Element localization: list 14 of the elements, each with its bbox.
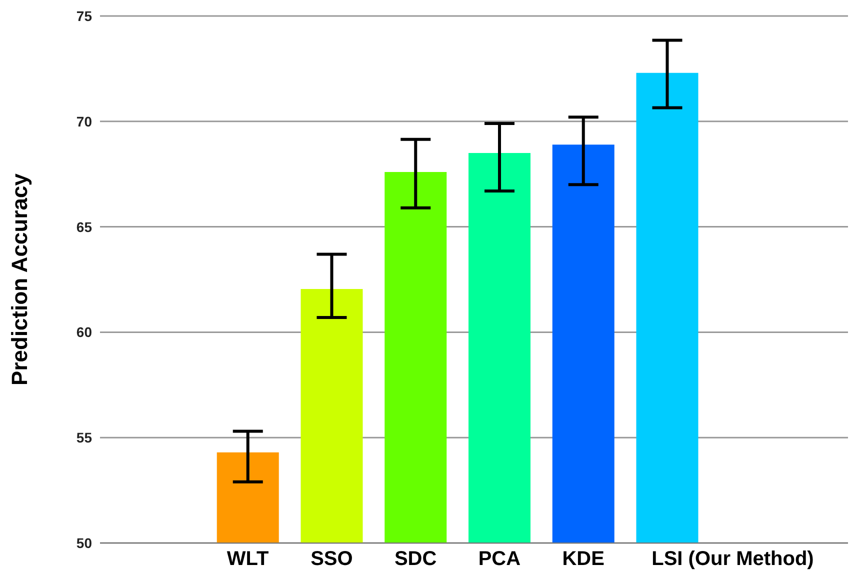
y-axis-title: Prediction Accuracy: [6, 172, 32, 386]
y-tick-label: 70: [76, 113, 92, 130]
y-tick-label: 65: [76, 218, 92, 235]
x-tick-label: WLT: [226, 548, 269, 570]
x-tick-label: SDC: [394, 548, 437, 570]
y-tick-label: 60: [76, 324, 92, 340]
x-tick-label: KDE: [562, 548, 604, 570]
x-tick-label: (Our Method): [688, 548, 814, 570]
x-tick-label: LSI: [652, 548, 683, 570]
y-tick-label: 75: [76, 8, 92, 24]
y-tick-label: 55: [76, 430, 92, 446]
x-tick-label: SSO: [310, 548, 353, 570]
x-tick-label: PCA: [478, 548, 521, 570]
y-tick-label: 50: [76, 534, 92, 551]
